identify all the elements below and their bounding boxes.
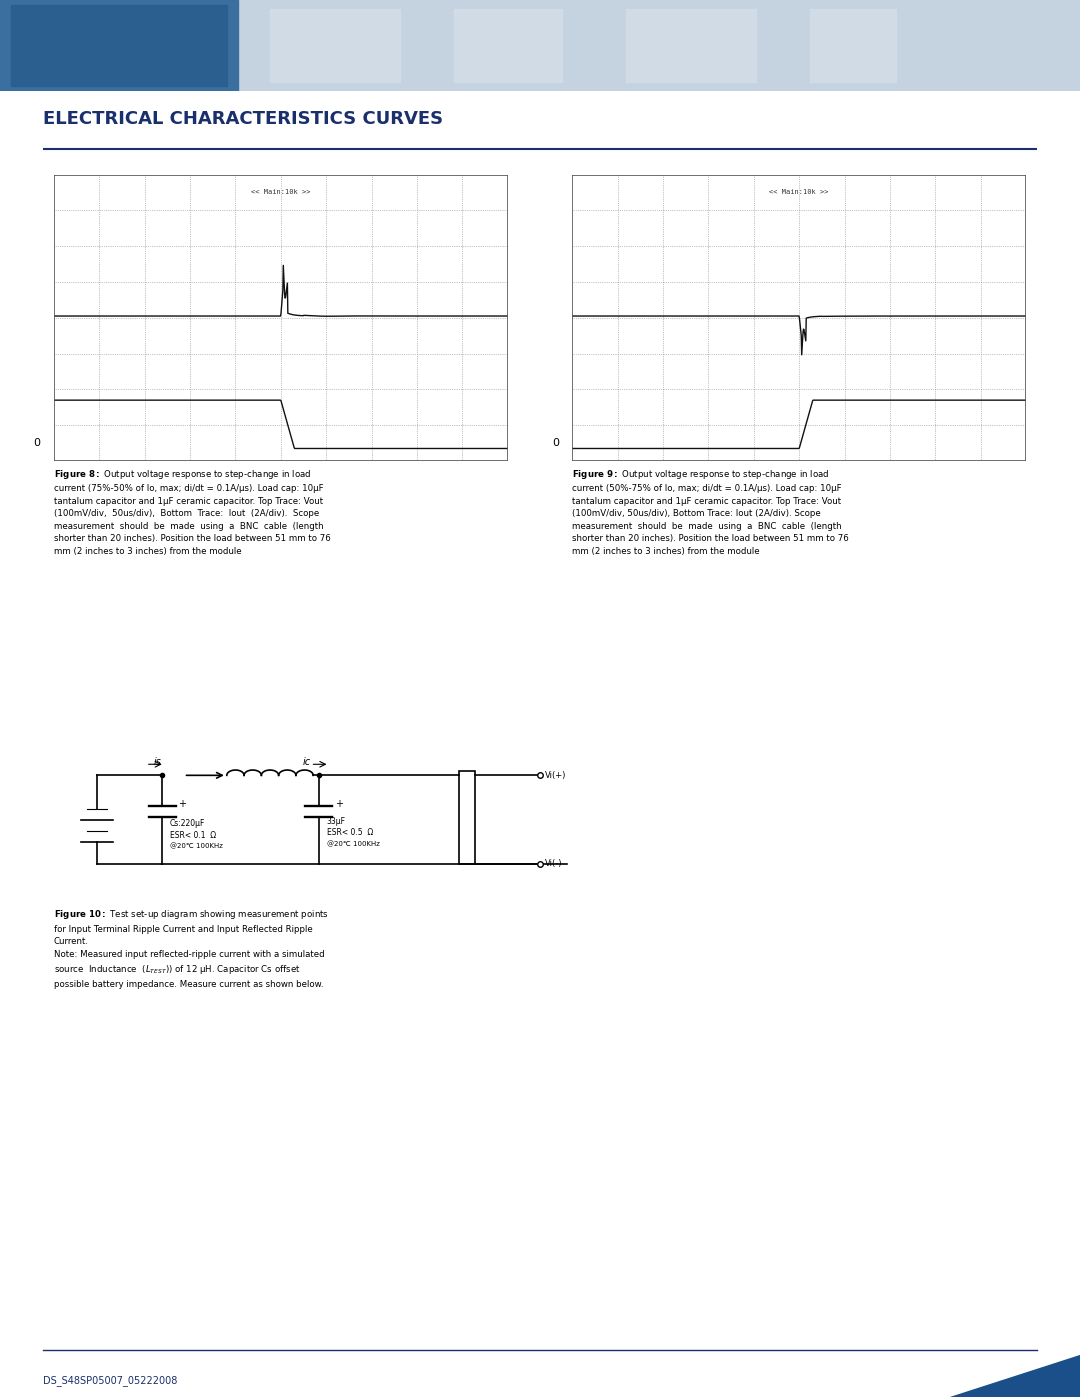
Bar: [270, 10, 400, 81]
Bar: [459, 771, 475, 863]
Text: Vi(+): Vi(+): [545, 771, 567, 780]
Text: ESR< 0.1  Ω: ESR< 0.1 Ω: [171, 831, 216, 840]
Text: 33μF: 33μF: [327, 817, 346, 826]
Text: @20℃ 100KHz: @20℃ 100KHz: [327, 841, 379, 847]
Text: DS_S48SP05007_05222008: DS_S48SP05007_05222008: [43, 1375, 177, 1386]
Text: Vi(-): Vi(-): [545, 859, 563, 869]
Polygon shape: [950, 1355, 1080, 1397]
Text: << Main:10k >>: << Main:10k >>: [769, 189, 829, 196]
Text: ESR< 0.5  Ω: ESR< 0.5 Ω: [327, 828, 373, 837]
Text: +: +: [335, 799, 342, 809]
Text: 5: 5: [1026, 1373, 1037, 1387]
Bar: [454, 10, 562, 81]
Text: << Main:10k >>: << Main:10k >>: [251, 189, 311, 196]
Text: $\bf{Figure\ 9:}$ Output voltage response to step-change in load
current (50%-75: $\bf{Figure\ 9:}$ Output voltage respons…: [572, 468, 849, 556]
Text: $\bf{Figure\ 10:}$ Test set-up diagram showing measurement points
for Input Term: $\bf{Figure\ 10:}$ Test set-up diagram s…: [54, 908, 329, 989]
Bar: [0, 0, 238, 91]
Text: is: is: [154, 757, 162, 767]
Bar: [810, 10, 896, 81]
Text: ELECTRICAL CHARACTERISTICS CURVES: ELECTRICAL CHARACTERISTICS CURVES: [43, 110, 443, 127]
Text: Cs:220μF: Cs:220μF: [171, 820, 205, 828]
Bar: [11, 4, 227, 87]
Text: +: +: [178, 799, 186, 809]
Text: @20℃ 100KHz: @20℃ 100KHz: [171, 842, 222, 849]
Text: ic: ic: [302, 757, 311, 767]
Bar: [626, 10, 756, 81]
Text: $\bf{Figure\ 8:}$ Output voltage response to step-change in load
current (75%-50: $\bf{Figure\ 8:}$ Output voltage respons…: [54, 468, 330, 556]
Text: 0: 0: [33, 437, 40, 448]
Text: 0: 0: [552, 437, 558, 448]
